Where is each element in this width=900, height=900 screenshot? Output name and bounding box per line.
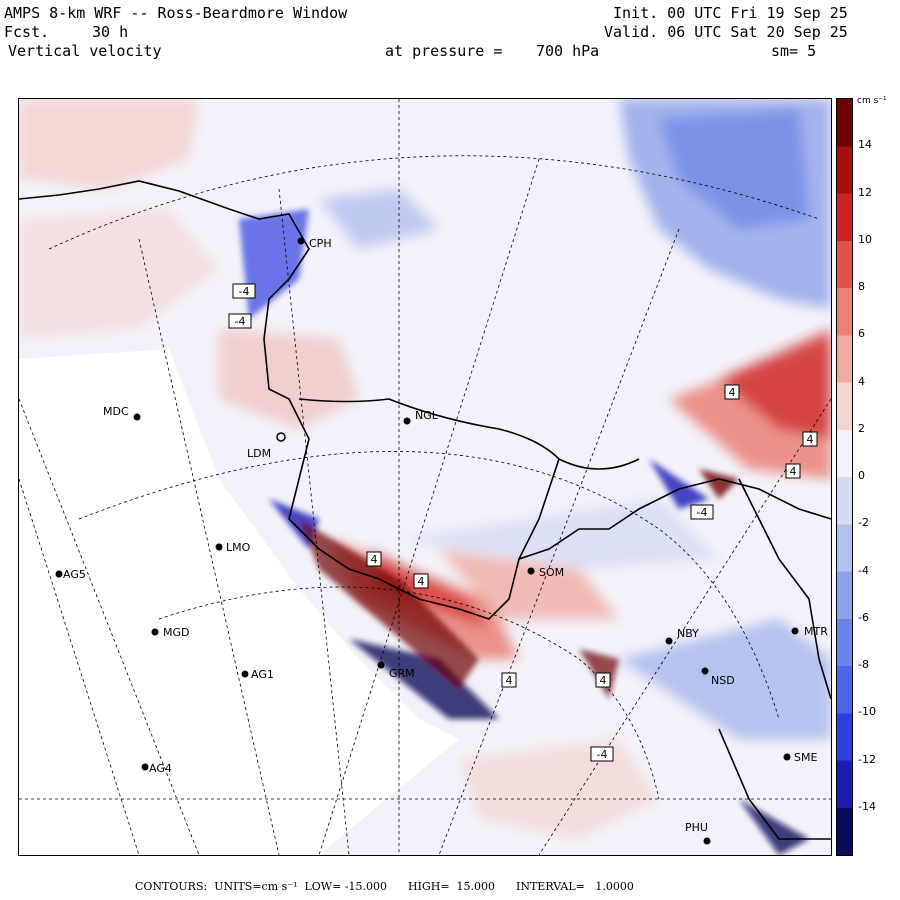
svg-text:4: 4 <box>506 674 513 687</box>
svg-text:MTR: MTR <box>804 625 828 638</box>
station-ag5[interactable]: AG5 <box>55 568 86 581</box>
forecast-hour: 30 h <box>92 23 129 41</box>
colorbar-tick-label: 10 <box>858 232 872 246</box>
svg-text:GRM: GRM <box>389 667 415 680</box>
svg-text:LDM: LDM <box>247 447 271 460</box>
map-title: AMPS 8-km WRF -- Ross-Beardmore Window <box>4 4 348 22</box>
colorbar-tick-label: -12 <box>858 752 876 766</box>
colorbar-tick-label: -10 <box>858 705 876 719</box>
colorbar-tick-label: 14 <box>858 138 872 152</box>
station-grm[interactable]: GRM <box>377 661 415 681</box>
station-nby[interactable]: NBY <box>665 627 700 645</box>
colorbar-tick-label: 0 <box>858 469 865 482</box>
colorbar-tick-label: 8 <box>858 280 865 293</box>
station-mdc[interactable]: MDC <box>103 405 141 421</box>
contour-label: 4 <box>802 431 818 447</box>
station-ngl[interactable]: NGL <box>403 409 439 425</box>
station-cph[interactable]: CPH <box>297 237 332 250</box>
level-value: 700 hPa <box>536 42 600 60</box>
svg-text:-4: -4 <box>235 315 246 328</box>
contour-label: 4 <box>724 384 740 400</box>
station-mgd[interactable]: MGD <box>151 626 190 639</box>
contour-label: -4 <box>690 504 714 520</box>
svg-text:LMO: LMO <box>226 541 251 554</box>
svg-text:-4: -4 <box>239 285 250 298</box>
contour-label: -4 <box>590 746 614 762</box>
station-mtr[interactable]: MTR <box>791 625 829 638</box>
colorbar-tick-label: -8 <box>858 658 869 671</box>
svg-text:4: 4 <box>371 553 378 566</box>
svg-text:NBY: NBY <box>677 627 699 640</box>
colorbar-tick-label: -6 <box>858 610 869 624</box>
svg-text:4: 4 <box>600 674 607 687</box>
level-label: at pressure = <box>385 42 503 60</box>
colorbar-tick-label: 4 <box>858 374 865 388</box>
colorbar <box>836 98 853 856</box>
station-ldm[interactable]: LDM <box>247 432 286 460</box>
svg-text:4: 4 <box>418 575 425 588</box>
ross-ice-shelf-area <box>19 349 459 855</box>
contour-label: -4 <box>228 313 252 329</box>
colorbar-tick-label: -2 <box>858 516 869 530</box>
station-ag4[interactable]: AG4 <box>141 762 172 775</box>
svg-text:4: 4 <box>807 433 814 446</box>
colorbar-tick-label: -4 <box>858 563 869 577</box>
svg-text:4: 4 <box>790 465 797 478</box>
contour-label: 4 <box>501 672 517 688</box>
graticule <box>19 99 831 855</box>
svg-text:AG1: AG1 <box>251 668 274 681</box>
forecast-label: Fcst. <box>4 23 50 41</box>
contour-label: 4 <box>785 463 801 479</box>
colorbar-tick-label: 12 <box>858 185 872 199</box>
colorbar-tick-label: 2 <box>858 421 865 435</box>
contour-info-footer: CONTOURS: UNITS=cm s⁻¹ LOW= -15.000 HIGH… <box>135 880 634 893</box>
station-markers: MDC NGL CPH LMO AG5 MGD AG1 AG4 SOM NBY … <box>55 237 829 845</box>
smoothing-label: sm= 5 <box>771 42 817 60</box>
colorbar-tick-label: -14 <box>858 799 876 813</box>
field-name: Vertical velocity <box>8 42 162 60</box>
svg-text:4: 4 <box>729 386 736 399</box>
station-phu[interactable]: PHU <box>685 821 711 845</box>
svg-text:SOM: SOM <box>539 566 564 579</box>
contour-label: -4 <box>232 283 256 299</box>
svg-text:MGD: MGD <box>163 626 190 639</box>
station-som[interactable]: SOM <box>527 566 565 579</box>
contour-labels: 4 4 4 4 4 4 4 -4 -4 -4 -4 <box>228 283 818 762</box>
svg-text:CPH: CPH <box>309 237 332 250</box>
colorbar-tick-label: 6 <box>858 327 865 341</box>
colorbar-units: cm s⁻¹ <box>857 96 887 106</box>
station-sme[interactable]: SME <box>783 751 818 764</box>
svg-text:-4: -4 <box>697 506 708 519</box>
svg-text:NSD: NSD <box>711 674 735 687</box>
map-canvas: 4 4 4 4 4 4 4 -4 -4 -4 -4 MDC NGL CPH LM… <box>19 99 831 855</box>
svg-text:-4: -4 <box>597 748 608 761</box>
svg-text:MDC: MDC <box>103 405 129 418</box>
svg-text:AG5: AG5 <box>63 568 86 581</box>
valid-time: Valid. 06 UTC Sat 20 Sep 25 <box>604 23 848 41</box>
svg-text:AG4: AG4 <box>149 762 172 775</box>
station-ag1[interactable]: AG1 <box>241 668 274 681</box>
contour-label: 4 <box>595 672 611 688</box>
svg-text:SME: SME <box>794 751 817 764</box>
coastline <box>19 180 831 840</box>
contour-label: 4 <box>366 551 382 567</box>
map-panel: 4 4 4 4 4 4 4 -4 -4 -4 -4 MDC NGL CPH LM… <box>18 98 832 856</box>
contour-label: 4 <box>413 573 429 589</box>
station-lmo[interactable]: LMO <box>215 541 251 554</box>
svg-text:NGL: NGL <box>415 409 439 422</box>
init-time: Init. 00 UTC Fri 19 Sep 25 <box>613 4 848 22</box>
station-nsd[interactable]: NSD <box>701 667 735 688</box>
svg-text:PHU: PHU <box>685 821 708 834</box>
